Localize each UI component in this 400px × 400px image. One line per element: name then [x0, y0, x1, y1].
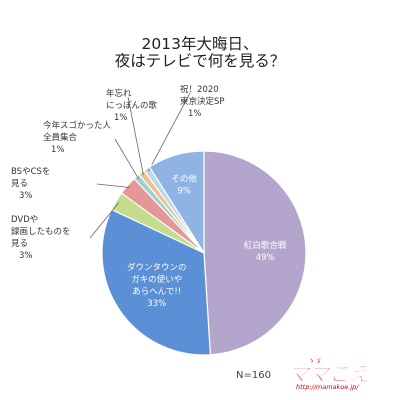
svg-text:ママこえ: ママこえ [289, 362, 369, 386]
leader-line [96, 183, 130, 188]
slice-label-line: 紅白歌合戦 [244, 240, 287, 251]
slice-label-line: 全員集合 [43, 132, 78, 143]
slice-label: 今年スゴかった人全員集合 1% [43, 120, 112, 155]
mamakoe-logo: ママこえ ゝゞ [289, 357, 370, 386]
svg-text:ゝゞ: ゝゞ [308, 357, 322, 365]
slice-label: 祝！2020 東京決定SP 1% [180, 84, 225, 119]
pie-slice [101, 208, 212, 356]
slice-label-line: 年忘れ [106, 88, 132, 99]
slice-percent: 33% [147, 299, 166, 309]
slice-label-line: ガキの使いや [131, 274, 182, 285]
slice-label-line: その他 [171, 173, 197, 184]
pie-slice [203, 150, 307, 356]
chart-title: 2013年大晦日、 夜はテレビで何を見る？ [0, 36, 400, 70]
slice-label-line: 祝！2020 [180, 84, 219, 95]
slice-label-line: 今年スゴかった人 [43, 120, 112, 131]
leader-line [89, 202, 120, 239]
slice-label: 紅白歌合戦 49% [244, 240, 287, 263]
logo-url: http://mamakoe.jp/ [296, 383, 359, 391]
leader-line [127, 96, 144, 175]
slice-label: その他 9% [171, 173, 197, 196]
pie-slice [148, 150, 205, 256]
slice-label-line: にっぽんの歌 [106, 100, 158, 111]
slice-label: DVDや録画したものを見る 3% [11, 215, 71, 261]
slice-label-line: あらへんで!! [132, 287, 181, 297]
slice-percent: 1% [51, 145, 65, 155]
slice-label: 年忘れにっぽんの歌 1% [106, 88, 158, 123]
slice-label-line: DVDや [11, 215, 38, 225]
leader-line [148, 92, 191, 172]
slice-percent: 1% [188, 109, 202, 119]
slice-percent: 3% [19, 191, 33, 201]
slice-label-line: BSやCSを [11, 167, 50, 177]
slice-label-line: 見る [11, 239, 28, 249]
slice-label-line: 見る [11, 179, 28, 189]
slice-percent: 9% [177, 186, 191, 196]
slice-label-line: 録画したものを [11, 226, 71, 237]
chart-title-line2: 夜はテレビで何を見る？ [114, 52, 286, 70]
slice-label-line: ダウンタウンの [127, 262, 187, 273]
slice-percent: 49% [256, 253, 275, 263]
leader-line [114, 138, 139, 179]
sample-size-label: N=160 [236, 370, 271, 381]
slice-percent: 3% [19, 251, 33, 261]
slice-label: BSやCSを見る 3% [11, 167, 50, 201]
slice-label: ダウンタウンのガキの使いやあらへんで!! 33% [127, 262, 187, 309]
chart-title-line1: 2013年大晦日、 [141, 35, 259, 53]
slice-percent: 1% [114, 113, 128, 123]
slice-label-line: 東京決定SP [180, 96, 225, 107]
